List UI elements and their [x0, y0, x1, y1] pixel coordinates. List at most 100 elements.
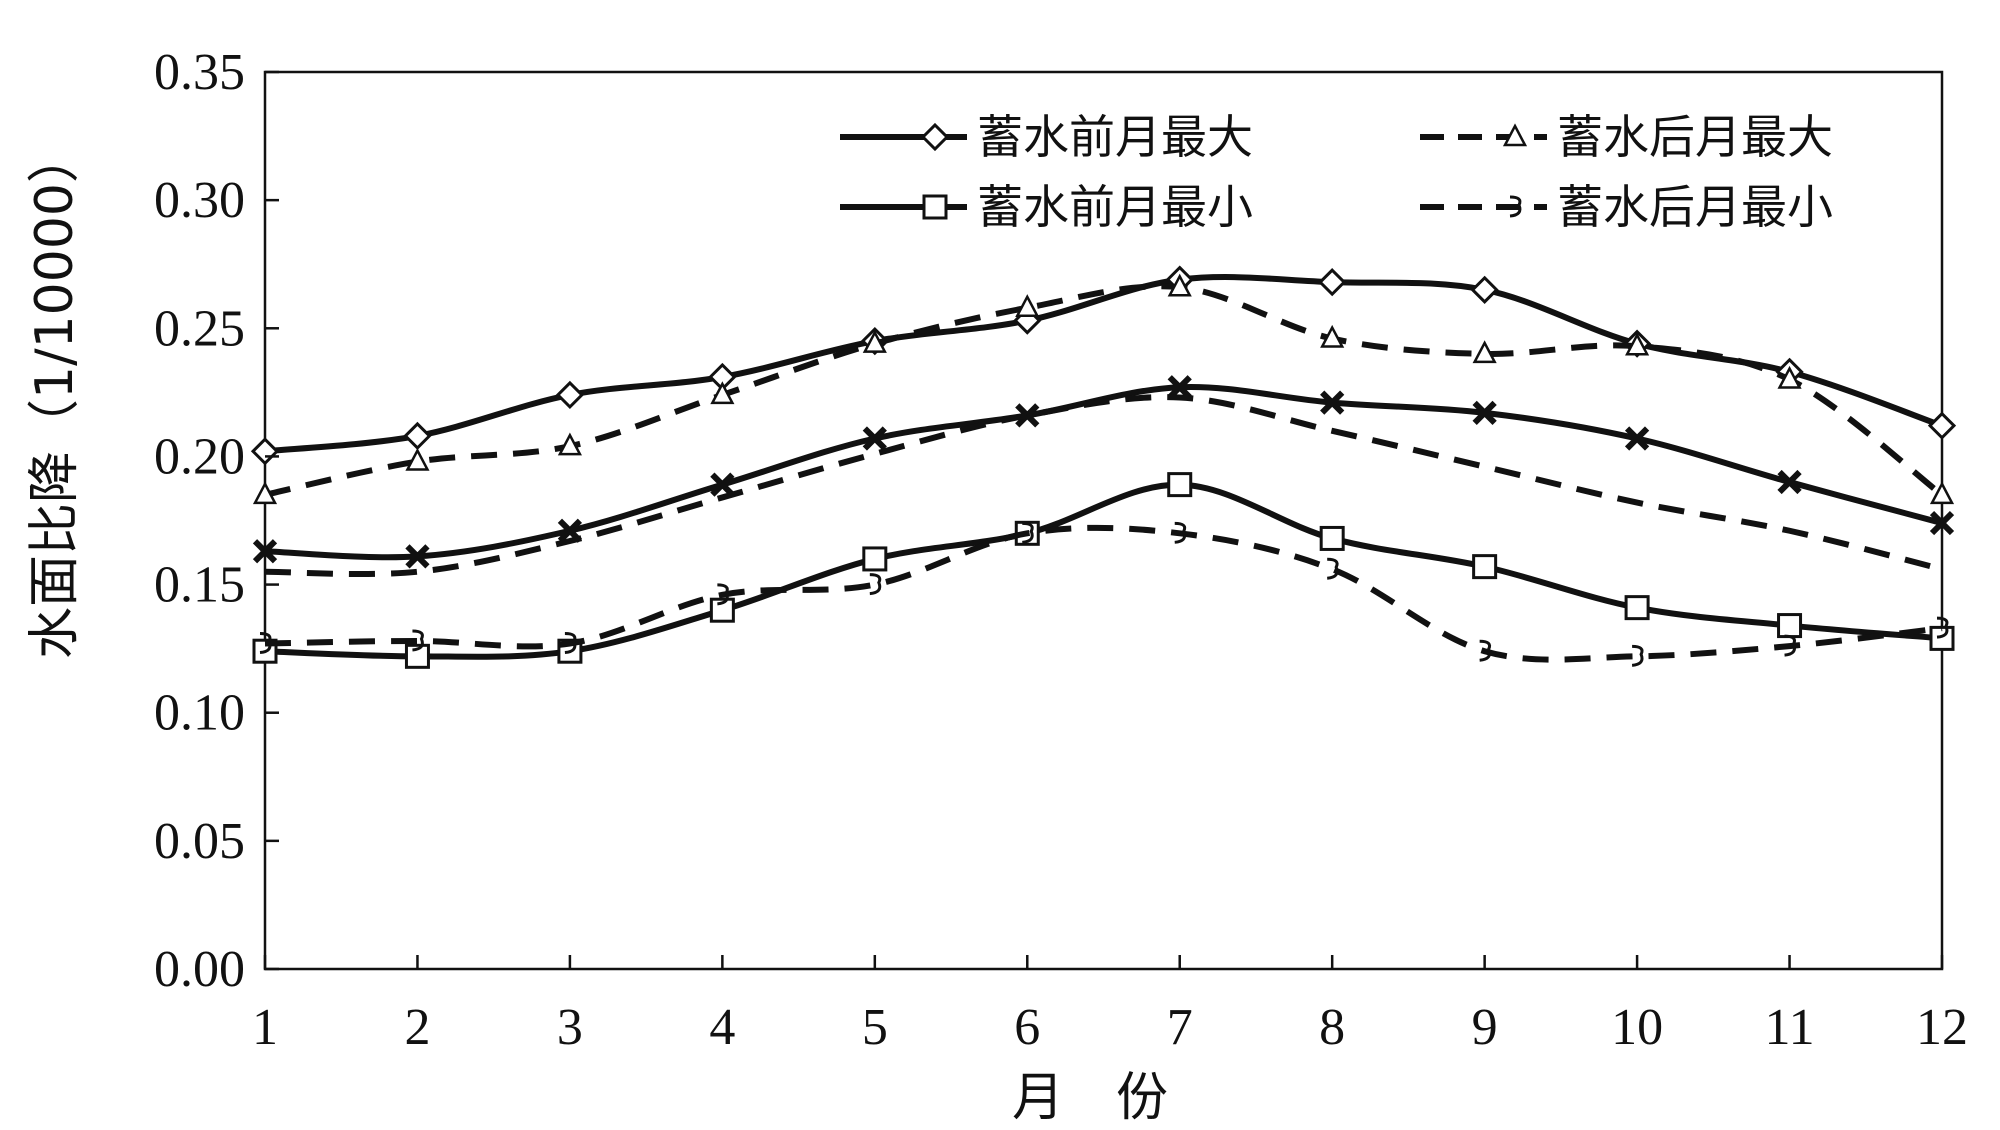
bracket-marker	[1784, 634, 1796, 657]
triangle-marker	[557, 432, 582, 456]
y-tick-label: 0.00	[154, 941, 245, 998]
series-line	[264, 394, 1943, 578]
x-tick-label: 8	[1319, 999, 1345, 1056]
x-tick-label: 5	[862, 999, 888, 1056]
series-3	[252, 472, 1955, 669]
bracket-marker	[259, 632, 272, 655]
triangle-marker	[862, 329, 887, 353]
square-marker	[1777, 613, 1803, 639]
square-marker	[1167, 472, 1193, 498]
legend-item: 蓄水前月最大	[840, 110, 1253, 164]
triangle-marker	[710, 381, 735, 405]
square-marker	[709, 597, 735, 623]
triangle-marker	[1777, 365, 1802, 389]
bracket-marker	[717, 583, 729, 606]
diamond-marker	[920, 122, 950, 152]
bracket-marker	[869, 573, 882, 596]
series-line	[264, 481, 1943, 660]
x-tick-label: 6	[1014, 999, 1040, 1056]
cross-marker	[405, 544, 430, 569]
y-axis-title: 水面比降（1/10000）	[25, 131, 85, 659]
diamond-marker	[403, 421, 432, 451]
legend-label: 蓄水前月最小	[977, 180, 1253, 234]
cross-marker	[1015, 403, 1040, 428]
legend-item: 蓄水后月最小	[1420, 180, 1833, 234]
triangle-marker	[252, 481, 278, 505]
x-tick-label: 3	[557, 999, 583, 1056]
x-axis: 1 2 3 4 5 6 7 8 9 10 11 12	[252, 955, 1968, 1056]
cross-marker	[1777, 469, 1802, 495]
y-tick-label: 0.10	[154, 685, 245, 742]
x-tick-label: 12	[1916, 999, 1968, 1056]
cross-marker	[1472, 400, 1497, 425]
series-5	[252, 375, 1955, 569]
bracket-marker	[1174, 521, 1187, 544]
series-6	[264, 394, 1943, 578]
cross-marker	[862, 426, 887, 451]
cross-marker	[1929, 510, 1955, 536]
legend-item: 蓄水后月最大	[1420, 110, 1833, 164]
cross-marker	[1624, 426, 1650, 451]
square-marker	[404, 643, 430, 669]
diamond-marker	[1318, 268, 1347, 297]
series-2	[252, 273, 1955, 505]
x-tick-label: 4	[709, 999, 735, 1056]
bracket-marker	[564, 632, 577, 655]
square-marker	[1472, 554, 1498, 580]
x-tick-label: 9	[1472, 999, 1498, 1056]
cross-marker	[1320, 390, 1345, 415]
cross-marker	[710, 472, 735, 497]
square-marker	[1624, 595, 1650, 621]
series-line	[264, 384, 1943, 561]
y-tick-label: 0.35	[154, 44, 245, 101]
square-marker	[1319, 525, 1345, 551]
series-line	[264, 524, 1943, 663]
triangle-marker	[1625, 332, 1650, 356]
y-tick-label: 0.05	[154, 813, 245, 870]
series-line	[264, 273, 1943, 455]
square-marker	[922, 194, 948, 220]
x-axis-title: 月 份	[1012, 1068, 1168, 1128]
legend-item: 蓄水前月最小	[840, 180, 1253, 234]
triangle-marker	[405, 447, 430, 471]
triangle-marker	[1929, 481, 1955, 505]
diamond-marker	[250, 437, 280, 466]
legend-label: 蓄水后月最小	[1557, 180, 1833, 234]
square-marker	[862, 546, 888, 572]
y-tick-label: 0.25	[154, 300, 245, 357]
y-tick-label: 0.30	[154, 172, 245, 229]
series-line	[264, 283, 1944, 498]
diamond-marker	[555, 380, 585, 410]
y-tick-label: 0.15	[154, 557, 245, 614]
x-tick-label: 10	[1611, 999, 1663, 1056]
bracket-marker	[1327, 557, 1339, 580]
series-4	[259, 521, 1949, 667]
x-tick-label: 1	[252, 999, 278, 1056]
bracket-marker	[1936, 616, 1949, 639]
y-tick-label: 0.20	[154, 428, 245, 485]
y-axis: 0.00 0.05 0.10 0.15 0.20 0.25 0.30 0.35	[154, 44, 279, 998]
bracket-marker	[1631, 644, 1644, 667]
diamond-marker	[1927, 411, 1957, 440]
x-tick-label: 2	[404, 999, 430, 1056]
x-tick-label: 11	[1765, 999, 1815, 1056]
triangle-marker	[1472, 340, 1497, 364]
series-1	[250, 265, 1957, 466]
diamond-marker	[1470, 275, 1499, 304]
bracket-marker	[412, 629, 424, 652]
triangle-marker	[1015, 294, 1040, 318]
bracket-marker	[1479, 639, 1492, 662]
triangle-marker	[1320, 324, 1345, 348]
legend-label: 蓄水后月最大	[1557, 110, 1833, 164]
legend-label: 蓄水前月最大	[977, 110, 1253, 164]
bracket-marker	[1509, 195, 1522, 218]
cross-marker	[252, 539, 278, 564]
bracket-marker	[1022, 521, 1034, 544]
series-layer	[250, 265, 1957, 669]
cross-marker	[1167, 375, 1192, 400]
triangle-marker	[1167, 273, 1192, 297]
x-tick-label: 7	[1167, 999, 1193, 1056]
triangle-marker	[1502, 123, 1528, 147]
